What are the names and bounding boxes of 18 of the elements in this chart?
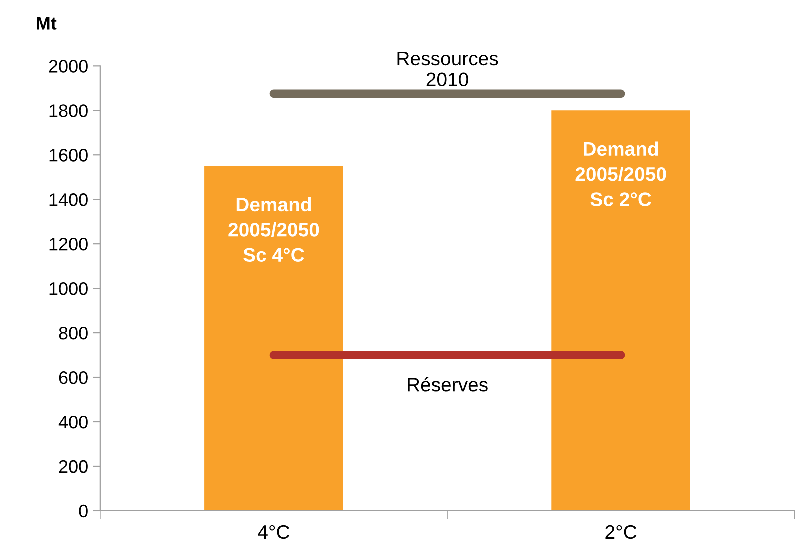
y-tick-label: 400 (58, 416, 88, 429)
y-axis-title: Mt (37, 17, 57, 30)
y-tick-label: 1200 (50, 238, 88, 251)
x-tick-label: 2°C (606, 525, 637, 540)
y-tick-label: 200 (59, 460, 88, 474)
y-tick-label: 600 (59, 371, 88, 384)
y-tick-label: 2000 (49, 60, 88, 73)
x-tick-label: 4°C (258, 525, 290, 540)
annotation: Demand 2005/2050 Sc 2°C (576, 142, 666, 206)
ref-line-label: Ressources 2010 (398, 52, 498, 87)
y-tick-label: 1000 (50, 282, 88, 296)
y-tick-label: 1600 (50, 149, 88, 162)
ref-line-label: Réserves (408, 377, 488, 392)
y-tick-label: 800 (59, 326, 88, 340)
y-tick-label: 0 (79, 504, 88, 518)
y-tick-label: 1400 (50, 194, 88, 206)
y-tick-label: 1800 (50, 104, 88, 118)
annotation: Demand 2005/2050 Sc 4°C (228, 197, 320, 262)
